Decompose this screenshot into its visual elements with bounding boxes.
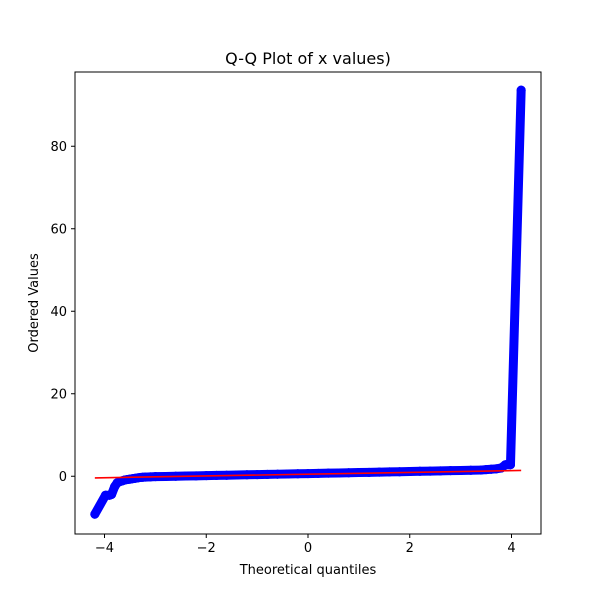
y-tick-label: 0 <box>59 470 67 485</box>
qq-point <box>435 466 445 476</box>
fit-line <box>94 469 522 479</box>
qq-point <box>374 467 384 477</box>
qq-point <box>456 465 466 475</box>
x-tick-label: 2 <box>406 541 414 556</box>
qq-point <box>90 509 100 519</box>
y-axis-label: Ordered Values <box>27 253 42 353</box>
y-axis-ticks: 0 20 40 60 80 <box>50 140 75 485</box>
qq-point <box>415 466 425 476</box>
qq-point <box>405 467 415 477</box>
qq-point <box>505 460 515 470</box>
x-tick-label: −2 <box>197 541 216 556</box>
qq-point <box>445 466 455 476</box>
plot-marks <box>90 85 526 519</box>
qq-point <box>425 466 435 476</box>
x-axis-ticks: −4 −2 0 2 4 <box>95 534 516 556</box>
qq-point <box>516 85 526 95</box>
qq-point <box>466 465 476 475</box>
x-tick-label: −4 <box>95 541 114 556</box>
x-axis-label: Theoretical quantiles <box>239 563 377 578</box>
x-tick-label: 0 <box>304 541 312 556</box>
qq-point-band <box>505 85 526 470</box>
qq-point <box>395 467 405 477</box>
qq-point <box>384 467 394 477</box>
y-tick-label: 60 <box>50 222 67 237</box>
chart-title: Q-Q Plot of x values) <box>225 49 391 68</box>
y-tick-label: 20 <box>50 387 67 402</box>
y-tick-label: 40 <box>50 305 67 320</box>
qq-point <box>107 489 117 499</box>
x-tick-label: 4 <box>507 541 515 556</box>
y-tick-label: 80 <box>50 140 67 155</box>
